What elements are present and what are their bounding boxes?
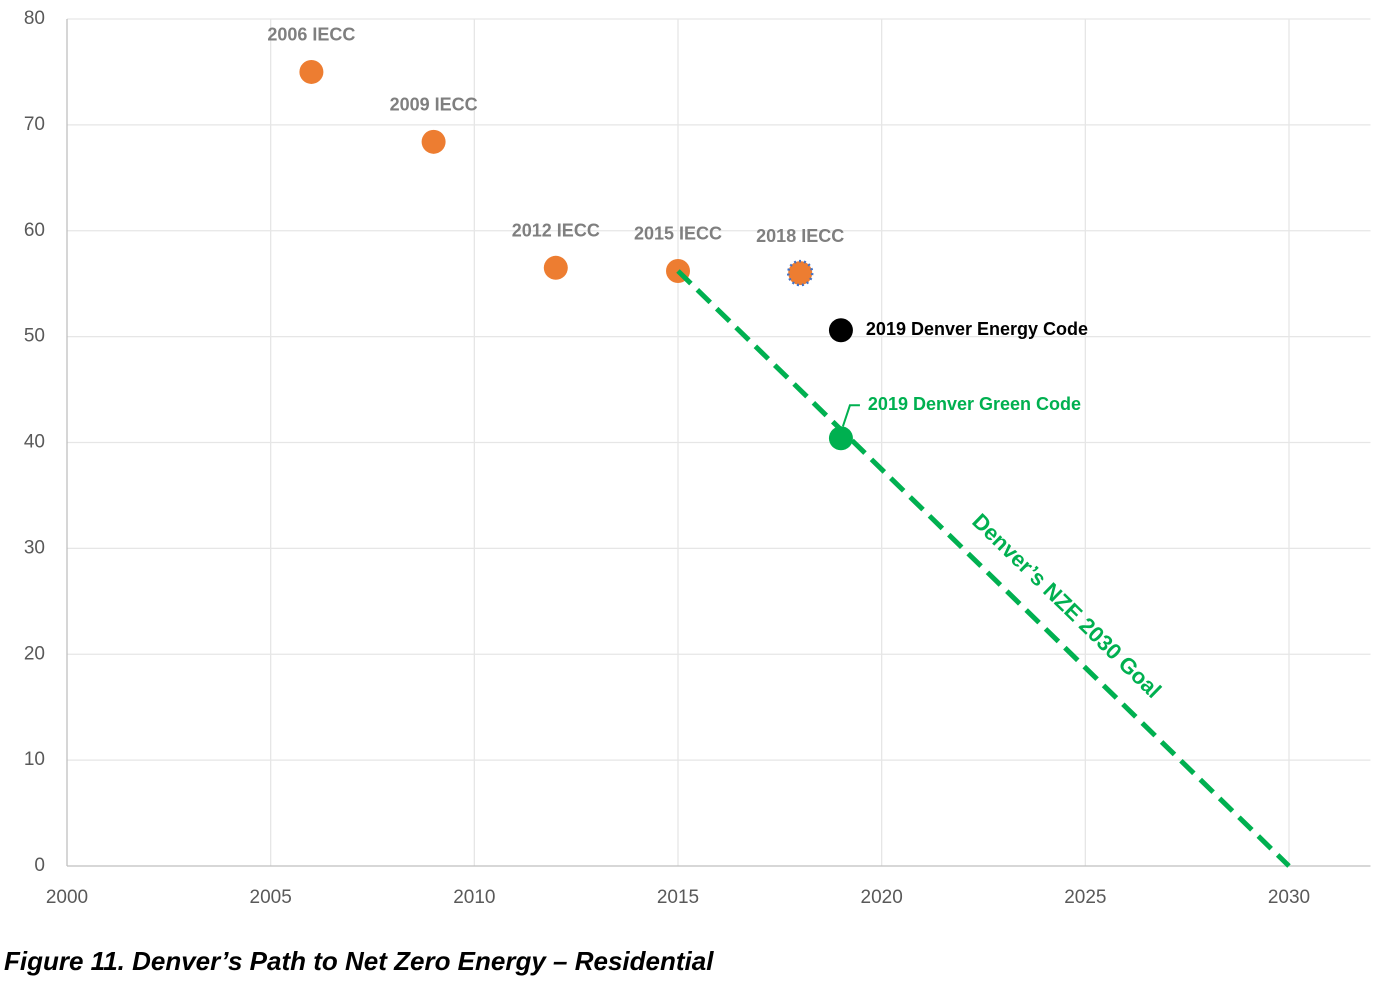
goal-label: Denver’s NZE 2030 Goal	[967, 509, 1166, 704]
y-tick-label: 60	[24, 220, 45, 241]
x-tick-label: 2020	[861, 887, 903, 908]
point	[828, 318, 853, 343]
y-tick-label: 40	[24, 432, 45, 453]
y-tick-label: 70	[24, 114, 45, 135]
y-tick-label: 0	[34, 855, 45, 876]
point	[786, 259, 814, 287]
point-label: 2019 Denver Energy Code	[866, 319, 1088, 339]
y-tick-label: 30	[24, 537, 45, 558]
point-label: 2009 IECC	[390, 95, 478, 115]
point-label: 2012 IECC	[512, 221, 600, 241]
point-label: 2006 IECC	[267, 25, 355, 45]
goal-line	[676, 269, 1291, 868]
point-label: 2015 IECC	[634, 224, 722, 244]
y-tick-label: 10	[24, 749, 45, 770]
point-label: 2018 IECC	[756, 226, 844, 246]
y-tick-label: 50	[24, 326, 45, 347]
point	[299, 59, 324, 84]
x-tick-label: 2015	[657, 887, 699, 908]
x-tick-label: 2010	[453, 887, 495, 908]
x-tick-label: 2030	[1268, 887, 1310, 908]
y-tick-label: 20	[24, 643, 45, 664]
leader-line	[841, 404, 860, 427]
x-tick-label: 2025	[1064, 887, 1106, 908]
point-label: 2019 Denver Green Code	[868, 394, 1081, 414]
y-tick-label: 80	[24, 8, 45, 29]
x-tick-label: 2000	[46, 887, 88, 908]
point	[543, 255, 568, 280]
x-tick-label: 2005	[250, 887, 292, 908]
point	[421, 129, 446, 154]
caption: Figure 11. Denver’s Path to Net Zero Ene…	[4, 946, 714, 976]
